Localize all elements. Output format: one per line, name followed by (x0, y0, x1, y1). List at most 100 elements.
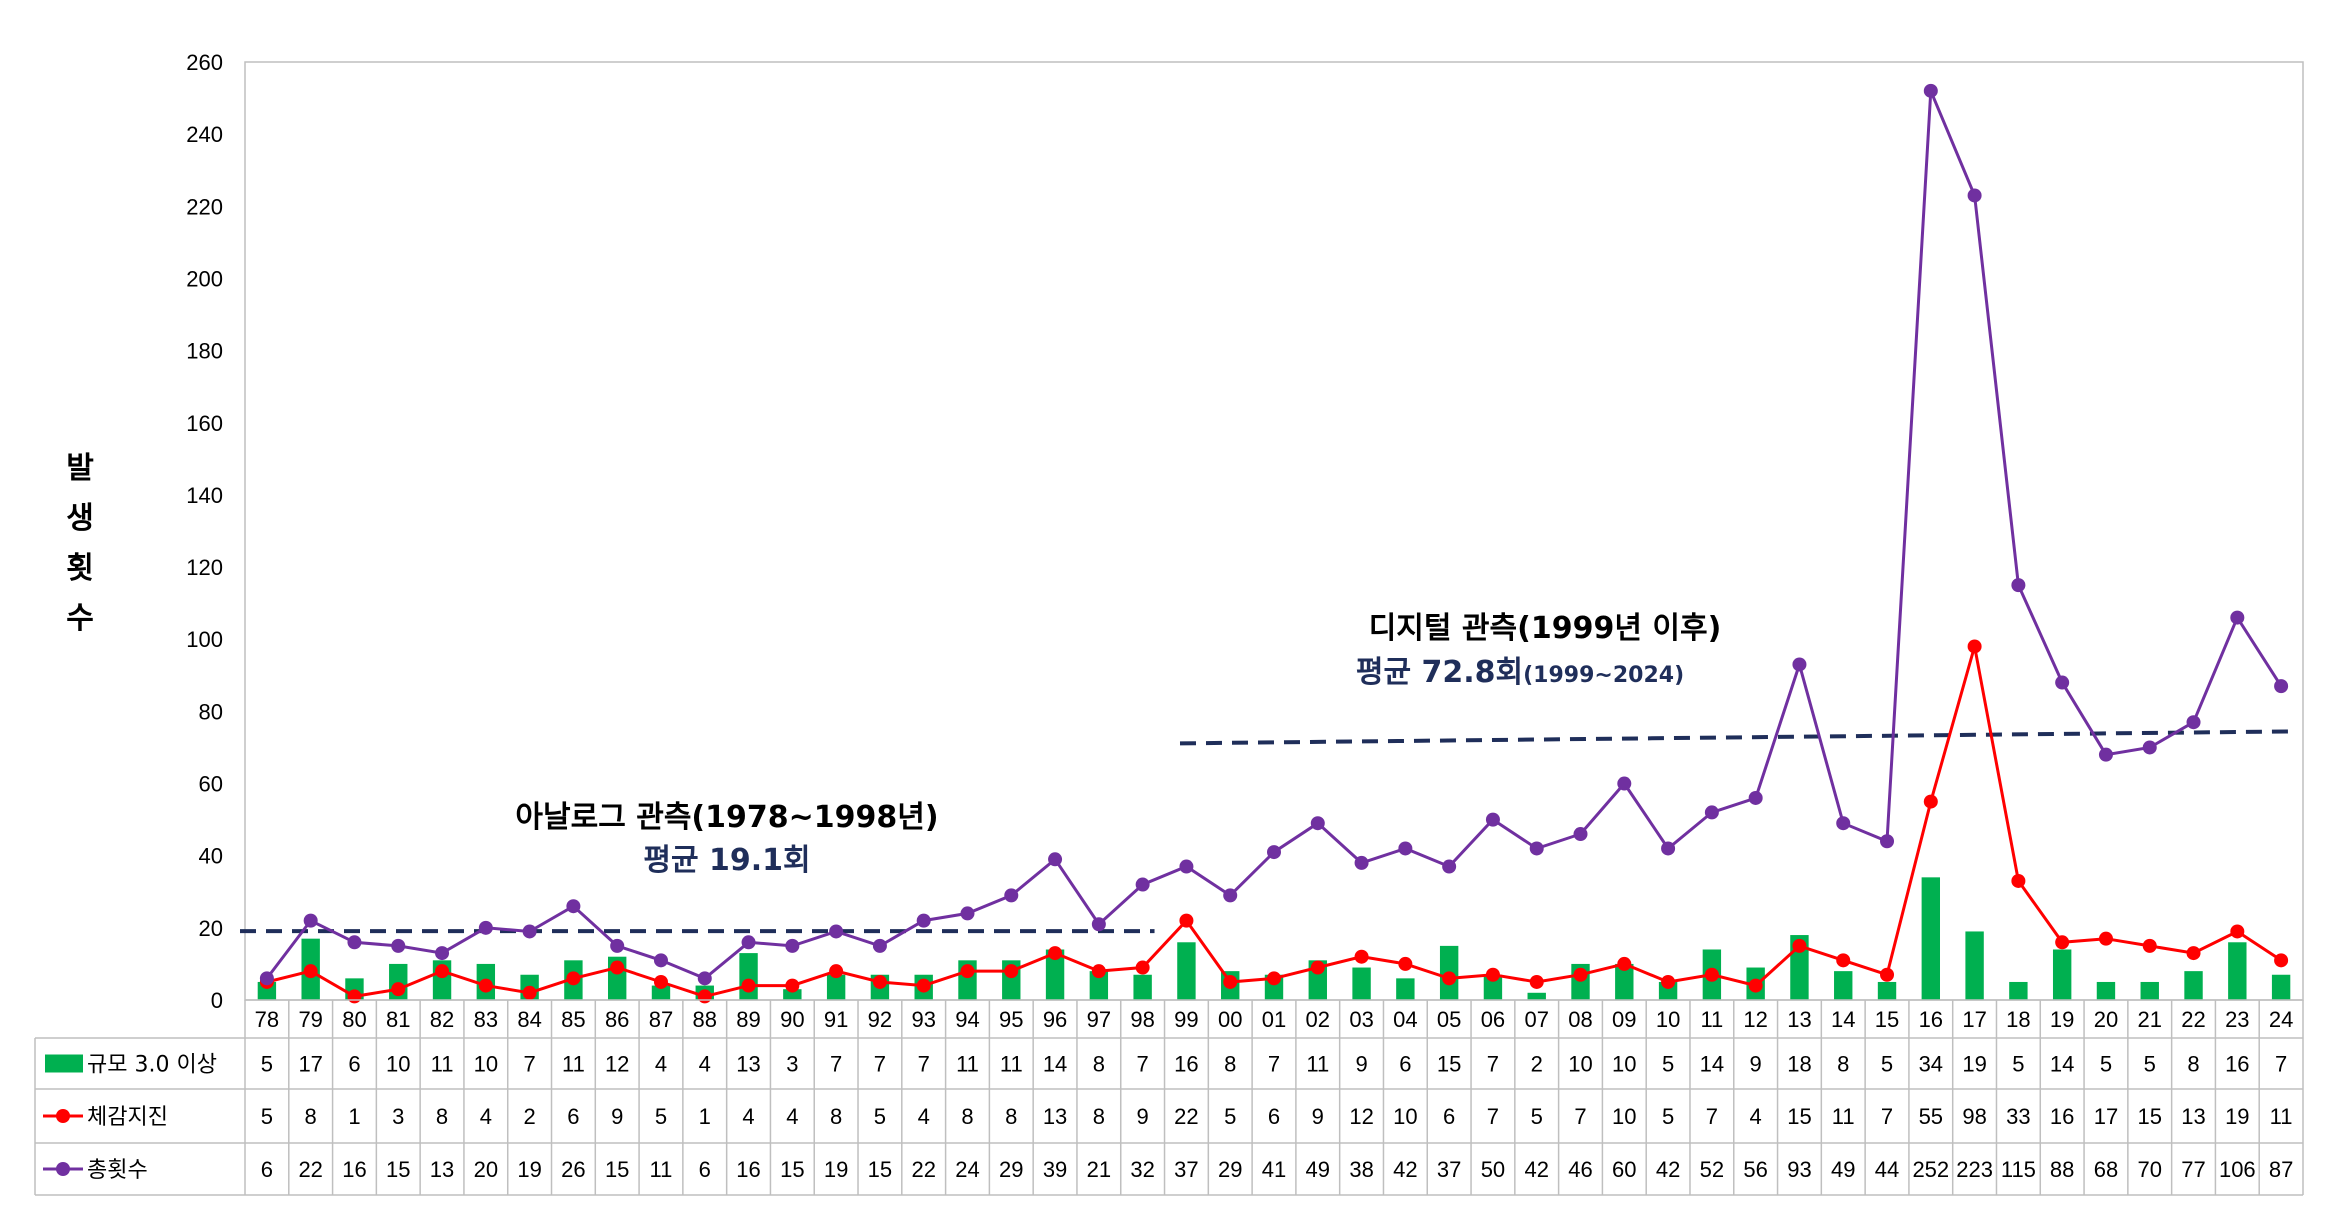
table-cell: 5 (874, 1104, 886, 1129)
table-cell: 15 (1787, 1104, 1811, 1129)
data-point (1967, 188, 1982, 203)
data-point (347, 989, 362, 1004)
table-cell: 6 (567, 1104, 579, 1129)
table-cell: 7 (1487, 1104, 1499, 1129)
table-cell: 2 (1531, 1052, 1543, 1077)
data-point (1573, 827, 1588, 842)
data-point (1091, 964, 1106, 979)
bar (1177, 942, 1196, 1000)
table-cell: 8 (1093, 1052, 1105, 1077)
x-tick-label: 16 (1919, 1007, 1943, 1032)
x-tick-label: 79 (298, 1007, 322, 1032)
data-point (1661, 841, 1676, 856)
bar (1965, 931, 1984, 1000)
table-cell: 33 (2006, 1104, 2030, 1129)
table-cell: 4 (699, 1052, 711, 1077)
data-point (1223, 974, 1238, 989)
data-point (1091, 917, 1106, 932)
data-point (2230, 610, 2245, 625)
bar (1527, 992, 1546, 1000)
table-cell: 11 (1832, 1104, 1855, 1129)
legend-label: 체감지진 (87, 1105, 168, 1130)
table-cell: 9 (1355, 1052, 1367, 1077)
x-tick-label: 02 (1306, 1007, 1330, 1032)
bar (2009, 981, 2028, 1000)
table-cell: 15 (386, 1157, 410, 1182)
data-point (1310, 816, 1325, 831)
y-tick-label: 120 (186, 555, 223, 580)
data-point (2274, 679, 2289, 694)
table-cell: 16 (2225, 1052, 2249, 1077)
data-point (1004, 964, 1019, 979)
data-point (435, 946, 450, 961)
table-cell: 14 (1700, 1052, 1724, 1077)
table-cell: 8 (961, 1104, 973, 1129)
data-point (872, 938, 887, 953)
x-tick-label: 17 (1962, 1007, 1986, 1032)
y-tick-label: 80 (199, 699, 223, 724)
data-point (2142, 938, 2157, 953)
data-point (522, 924, 537, 939)
table-cell: 10 (1393, 1104, 1417, 1129)
x-tick-label: 05 (1437, 1007, 1461, 1032)
table-cell: 5 (1531, 1104, 1543, 1129)
table-cell: 16 (2050, 1104, 2074, 1129)
table-cell: 252 (1912, 1157, 1949, 1182)
data-point (259, 971, 274, 986)
data-point (785, 938, 800, 953)
data-point (960, 906, 975, 921)
table-cell: 7 (918, 1052, 930, 1077)
x-tick-label: 22 (2181, 1007, 2205, 1032)
table-cell: 1 (699, 1104, 711, 1129)
data-point (1836, 816, 1851, 831)
table-cell: 6 (261, 1157, 273, 1182)
table-cell: 19 (2225, 1104, 2249, 1129)
data-point (2142, 740, 2157, 755)
table-cell: 4 (655, 1052, 667, 1077)
data-point (1398, 956, 1413, 971)
data-point (1792, 657, 1807, 672)
line-series (259, 83, 2289, 1004)
table-cell: 7 (1706, 1104, 1718, 1129)
table-cell: 49 (1831, 1157, 1855, 1182)
table-cell: 12 (605, 1052, 629, 1077)
data-point (303, 913, 318, 928)
data-point (1223, 888, 1238, 903)
table-cell: 17 (2094, 1104, 2118, 1129)
data-point (829, 924, 844, 939)
data-point (1617, 956, 1632, 971)
x-tick-label: 11 (1700, 1007, 1723, 1032)
table-cell: 10 (1568, 1052, 1592, 1077)
table-cell: 46 (1568, 1157, 1592, 1182)
data-point (2274, 953, 2289, 968)
digital-average-value: 평균 72.8회 (1356, 655, 1523, 690)
x-tick-label: 89 (736, 1007, 760, 1032)
data-point (303, 964, 318, 979)
table-cell: 16 (342, 1157, 366, 1182)
x-tick-label: 21 (2138, 1007, 2162, 1032)
data-point (1617, 776, 1632, 791)
data-point (1792, 938, 1807, 953)
x-tick-label: 93 (911, 1007, 935, 1032)
x-tick-label: 90 (780, 1007, 804, 1032)
x-tick-label: 13 (1787, 1007, 1811, 1032)
digital-average-line (1179, 729, 2298, 746)
table-cell: 49 (1306, 1157, 1330, 1182)
table-cell: 4 (742, 1104, 754, 1129)
x-tick-label: 00 (1218, 1007, 1242, 1032)
data-point (1442, 859, 1457, 874)
table-cell: 8 (305, 1104, 317, 1129)
data-point (2011, 578, 2026, 593)
digital-average-range: (1999~2024) (1523, 663, 1684, 688)
y-tick-label: 180 (186, 339, 223, 364)
table-cell: 5 (1224, 1104, 1236, 1129)
bar (1045, 949, 1065, 1000)
table-cell: 11 (431, 1052, 454, 1077)
table-cell: 8 (436, 1104, 448, 1129)
x-tick-label: 97 (1087, 1007, 1111, 1032)
data-point (1485, 967, 1500, 982)
table-cell: 14 (2050, 1052, 2074, 1077)
data-point (653, 953, 668, 968)
x-tick-label: 80 (342, 1007, 366, 1032)
